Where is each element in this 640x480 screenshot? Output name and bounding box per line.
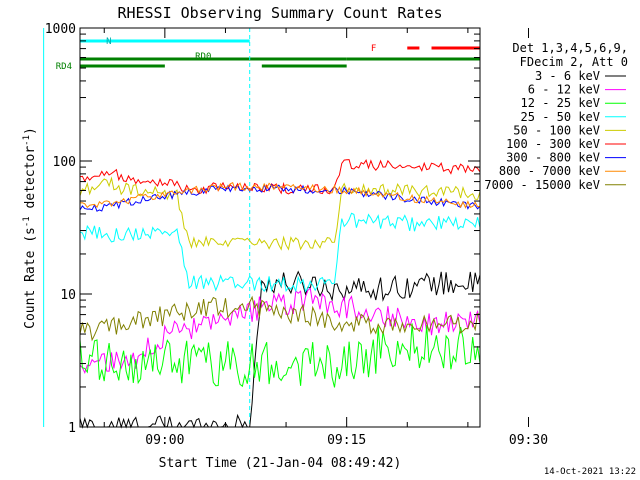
series-line (79, 159, 481, 195)
y-axis-label-part: Count Rate (s (23, 227, 38, 329)
y-tick-label: 100 (53, 155, 76, 170)
legend-header-line: FDecim 2, Att 0 (520, 55, 628, 69)
legend-label: 300 - 800 keV (506, 151, 600, 165)
y-axis-label-superscript: -1 (22, 135, 32, 146)
legend: Det 1,3,4,5,6,9, FDecim 2, Att 0 3 - 6 k… (484, 41, 628, 192)
series-line (79, 323, 481, 388)
x-tick-label: 09:00 (145, 433, 184, 448)
state-label-n: N (106, 37, 111, 47)
chart-title: RHESSI Observing Summary Count Rates (117, 4, 442, 22)
y-tick-label: 1 (68, 421, 76, 436)
y-axis-label-superscript: -1 (22, 216, 32, 227)
state-label-rd4: RD4 (56, 62, 72, 72)
series-line (79, 212, 481, 293)
series-line (79, 287, 481, 375)
x-axis-label: Start Time (21-Jan-04 08:49:42) (159, 456, 402, 471)
legend-label: 12 - 25 keV (521, 96, 600, 110)
legend-label: 3 - 6 keV (535, 69, 600, 83)
x-tick-label: 09:30 (509, 433, 548, 448)
plot-frame (79, 27, 481, 428)
y-axis-label-part: ) (23, 127, 38, 135)
y-axis-label-part: detector (23, 146, 38, 217)
legend-label: 100 - 300 keV (506, 137, 600, 151)
y-axis-label: Count Rate (s-1 detector-1) (22, 127, 38, 329)
series-line (79, 176, 481, 251)
legend-header-line: Det 1,3,4,5,6,9, (512, 41, 628, 55)
x-tick-label: 09:15 (327, 433, 366, 448)
legend-label: 50 - 100 keV (513, 123, 600, 137)
legend-label: 25 - 50 keV (521, 110, 600, 124)
legend-label: 800 - 7000 keV (499, 164, 600, 178)
series-line (79, 295, 481, 342)
state-label-f: F (371, 44, 376, 54)
plot-timestamp: 14-Oct-2021 13:22 (544, 467, 636, 477)
state-bars: N RD0 RD4 F (43, 28, 480, 427)
state-label-rd0: RD0 (195, 52, 211, 62)
legend-label: 6 - 12 keV (528, 83, 600, 97)
series-line (79, 182, 481, 209)
y-tick-label: 10 (60, 288, 76, 303)
legend-label: 7000 - 15000 keV (484, 178, 600, 192)
y-tick-label: 1000 (45, 22, 76, 37)
